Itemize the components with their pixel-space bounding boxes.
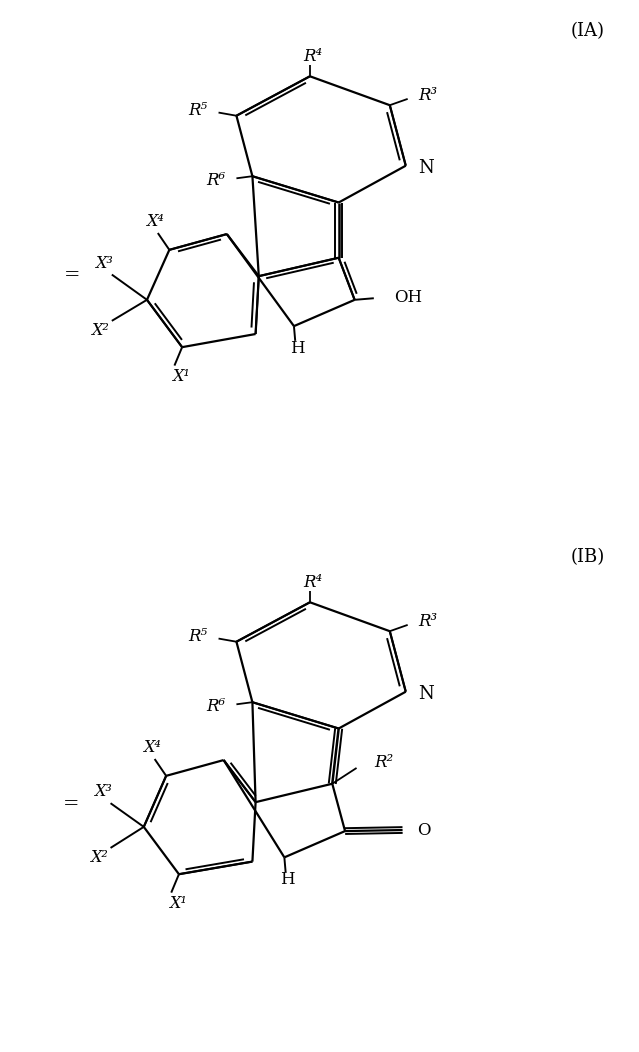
Text: R⁶: R⁶ [206, 171, 226, 189]
Text: N: N [419, 159, 435, 178]
Text: R³: R³ [419, 613, 438, 630]
Text: OH: OH [394, 288, 422, 306]
Text: =: = [63, 795, 79, 813]
Text: X³: X³ [94, 783, 112, 801]
Text: X⁴: X⁴ [146, 213, 164, 230]
Text: R⁶: R⁶ [206, 697, 226, 715]
Text: N: N [419, 685, 435, 704]
Text: =: = [64, 265, 81, 284]
Text: O: O [417, 822, 430, 838]
Text: X²: X² [91, 322, 109, 339]
Text: (IB): (IB) [571, 548, 605, 567]
Text: H: H [290, 340, 304, 357]
Text: X¹: X¹ [172, 367, 190, 385]
Text: H: H [281, 871, 295, 888]
Text: R³: R³ [419, 87, 438, 104]
Text: X³: X³ [95, 255, 113, 271]
Text: R⁵: R⁵ [189, 102, 208, 119]
Text: R⁴: R⁴ [304, 573, 323, 591]
Text: R⁵: R⁵ [189, 628, 208, 645]
Text: X²: X² [90, 849, 108, 866]
Text: X¹: X¹ [169, 894, 187, 912]
Text: X⁴: X⁴ [142, 739, 160, 756]
Text: (IA): (IA) [571, 22, 605, 41]
Text: R²: R² [374, 754, 394, 771]
Text: R⁴: R⁴ [304, 47, 323, 65]
